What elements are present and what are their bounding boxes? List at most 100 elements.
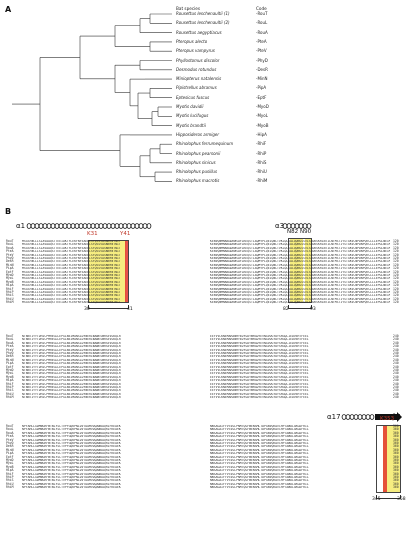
sequence-right: KENVQNMNNAGDKWSAFLKEQSTLAQMYPLQEIQNLTVKL… [210, 294, 390, 298]
row-label: RhiP [6, 290, 14, 294]
row-label: MyoB [6, 374, 14, 379]
row-label: RhiP [6, 475, 14, 479]
row-label: DesR [6, 259, 14, 264]
position-number: 360 [393, 447, 399, 452]
sequence-left: NTNNTIYYTDHICPMREGLLEPGLNEIMANSLDYNERLWA… [22, 382, 121, 386]
sequence-left: NTNNTIYYTDHICPMREGLLEPGLNEIMANSLDYNERLWA… [22, 389, 121, 393]
row-label: PteA [6, 344, 14, 349]
position-number: 240 [393, 368, 399, 372]
sequence-right: KENVQNMNNAGDKWSAFLKEQSTLAQMYPLQEIQNLTVKL… [210, 267, 390, 271]
sequence-left: NTNNTIYYTDHICPMREGLLEPGLNEIMANSLDYNERLWA… [22, 379, 121, 383]
row-label: RouA [6, 245, 14, 250]
highlight-region-82-93 [290, 238, 303, 303]
alpha1-helix [110, 223, 116, 229]
sequence-right: EEYVVLKNEMARANHYEDYGDYWRGDYEVNGVDGYDYSRG… [210, 358, 309, 362]
range-start-30: 30 [84, 307, 90, 312]
sequence-left: MSGSFWLLLSIAVAAQSTTEEIAKTFLEKFNYEAEELSYQ… [22, 280, 121, 284]
row-label: MyoL [6, 371, 14, 376]
sequence-left: NPYAHLLGDMWGRFWTNLYSLTVPFGQKPNIDVTDAMVDQ… [22, 438, 121, 442]
taxon-code: -MyoB [256, 122, 269, 128]
position-number: 120 [393, 245, 399, 250]
sequence-left: NPYAHLLGDMWGRFWTNLYSLTVPFGQKPNIDVTDAMVDQ… [22, 486, 121, 490]
sequence-left: NPYAHLLGDMWGRFWTNLYSLTVPFGQKPNIDVTDAMVDQ… [22, 435, 121, 439]
box-region-345-358 [376, 425, 401, 493]
alpha17-helix [345, 414, 351, 420]
position-number: 240 [393, 374, 399, 379]
range-end-41: 41 [127, 307, 133, 312]
row-label: RhiU [6, 296, 14, 301]
range-start-82: 82 [283, 307, 289, 312]
row-label: MyoD [6, 368, 14, 372]
sequence-right: EEYVVLKNEMARANHYEDYGDYWRGDYEVNGVDGYDYSRG… [210, 341, 309, 345]
sequence-right: EEYVVLKNEMARANHYEDYGDYWRGDYEVNGVDGYDYSRG… [210, 386, 309, 389]
sequence-left: NTNNTIYYTDHICPMREGLLEPGLNEIMANSLDYNERLWA… [22, 352, 121, 355]
sequence-left: NPYAHLLGDMWGRFWTNLYSLTVPFGQKPNIDVTDAMVDQ… [22, 455, 121, 459]
sequence-left: MSGSFWLLLSIAVAAQSTTEEIAKTFLEKFNYEAEELSYQ… [22, 270, 121, 274]
taxon-species: Miniopterus natalensis [176, 76, 222, 82]
alpha1-helix [54, 223, 60, 229]
alpha1-helix [26, 223, 32, 229]
sequence-left: NTNNTIYYTDHICPMREGLLEPGLNEIMANSLDYNERLWA… [22, 365, 121, 369]
row-label: PhyD [6, 351, 14, 355]
alpha1-helix [46, 223, 52, 229]
alpha1-helix [122, 223, 128, 229]
sequence-right: KENVQNMNNAGDKWSAFLKEQSTLAQMYPLQEIQNLTVKL… [210, 263, 390, 267]
position-number: 240 [393, 395, 399, 400]
row-label: PteA [6, 434, 14, 439]
sequence-right: NWSAGAIFYVSVGLPNMTQGFWENSMLTDPGNVQKAVCHP… [210, 425, 309, 428]
highlight-k353 [383, 425, 387, 493]
position-number: 120 [393, 273, 399, 277]
taxon-code: -MyoL [256, 113, 268, 119]
sequence-right: NWSAGAIFYVSVGLPNMTQGFWENSMLTDPGNVQKAVCHP… [210, 428, 309, 432]
taxon-code: -RhiP [256, 150, 267, 156]
range-end-358: 358 [397, 497, 406, 502]
alpha1-helix [50, 223, 56, 229]
sequence-right: NWSAGAIFYVSVGLPNMTQGFWENSMLTDPGNVQKAVCHP… [210, 438, 309, 442]
sequence-right: EEYVVLKNEMARANHYEDYGDYWRGDYEVNGVDGYDYSRG… [210, 396, 309, 400]
sequence-left: MSGSFWLLLSIAVAAQSTTEEIAKTFLEKFNYEAEELSYQ… [22, 297, 121, 301]
sequence-left: MSGSFWLLLSIAVAAQSTTEEIAKTFLEKFNYEAEELSYQ… [22, 274, 121, 277]
sequence-left: MSGSFWLLLSIAVAAQSTTEEIAKTFLEKFNYEAEELSYQ… [22, 301, 121, 305]
sequence-left: NTNNTIYYTDHICPMREGLLEPGLNEIMANSLDYNERLWA… [22, 338, 121, 342]
sequence-left: NPYAHLLGDMWGRFWTNLYSLTVPFGQKPNIDVTDAMVDQ… [22, 469, 121, 473]
sequence-right: EEYVVLKNEMARANHYEDYGDYWRGDYEVNGVDGYDYSRG… [210, 389, 309, 393]
taxon-species: Rousettus aegyptiacus [176, 29, 222, 35]
row-label: RhiM [6, 300, 14, 305]
position-number: 120 [393, 269, 399, 274]
sequence-right: EEYVVLKNEMARANHYEDYGDYWRGDYEVNGVDGYDYSRG… [210, 392, 309, 396]
row-label: EptF [6, 454, 14, 459]
sequence-right: NWSAGAIFYVSVGLPNMTQGFWENSMLTDPGNVQKAVCHP… [210, 479, 309, 483]
position-number: 120 [393, 242, 399, 247]
taxon-species: Rousettus leschenaultii (2) [176, 20, 230, 26]
sequence-right: KENVQNMNNAGDKWSAFLKEQSTLAQMYPLQEIQNLTVKL… [210, 287, 390, 291]
position-number: 360 [393, 461, 399, 466]
alpha17-helix [369, 414, 375, 420]
sequence-left: NPYAHLLGDMWGRFWTNLYSLTVPFGQKPNIDVTDAMVDQ… [22, 442, 121, 445]
range-end-93: 93 [310, 307, 316, 312]
alpha1-helix [30, 223, 36, 229]
position-number: 120 [393, 279, 399, 284]
row-label: PipA [6, 361, 14, 366]
position-number: 120 [393, 300, 399, 305]
row-label: RouA [6, 430, 14, 435]
row-label: RouA [6, 340, 14, 345]
taxon-species: Hipposideros armiger [176, 131, 220, 137]
position-number: 120 [393, 296, 399, 301]
row-label: PhyD [6, 441, 14, 445]
row-label: RouT [6, 239, 14, 243]
sequence-right: EEYVVLKNEMARANHYEDYGDYWRGDYEVNGVDGYDYSRG… [210, 345, 309, 349]
position-number: 360 [393, 437, 399, 442]
alpha17-helix [361, 414, 367, 420]
row-label: MyoB [6, 464, 14, 469]
alpha1-helix [82, 223, 88, 229]
position-number: 240 [393, 371, 399, 376]
alpha1-label: α1 [16, 222, 26, 230]
row-label: RhiP [6, 385, 14, 389]
sequence-right: EEYVVLKNEMARANHYEDYGDYWRGDYEVNGVDGYDYSRG… [210, 375, 309, 379]
position-number: 120 [393, 286, 399, 291]
sequence-right: EEYVVLKNEMARANHYEDYGDYWRGDYEVNGVDGYDYSRG… [210, 382, 309, 386]
position-number: 360 [393, 444, 399, 449]
sequence-right: KENVQNMNNAGDKWSAFLKEQSTLAQMYPLQEIQNLTVKL… [210, 257, 390, 260]
header-bat-species: Bat species [176, 6, 201, 11]
